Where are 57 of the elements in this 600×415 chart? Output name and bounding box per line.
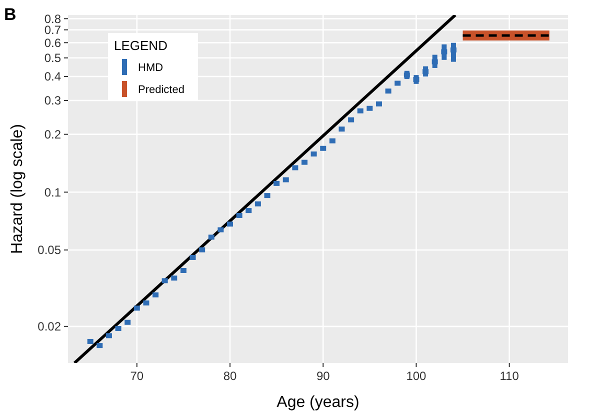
y-tick-label: 0.8 [44,12,62,26]
point [338,126,345,132]
point [329,138,336,144]
point [106,333,112,338]
point [302,160,308,165]
point [264,193,270,198]
y-tick-label: 0.05 [38,243,62,258]
point [366,106,373,111]
legend-label: Predicted [138,84,184,96]
point [143,300,150,306]
point [282,177,289,182]
y-tick-label: 0.1 [44,185,62,200]
x-tick-label: 100 [406,369,427,383]
point [320,146,326,151]
chart-title: B [4,5,16,24]
x-axis-title: Age (years) [276,394,360,411]
legend-title: LEGEND [114,38,168,53]
point [227,222,234,227]
point [171,276,178,281]
point [357,108,364,114]
point [152,292,159,298]
point [96,343,103,348]
y-tick-label: 0.2 [44,128,62,142]
point [394,80,401,86]
y-tick-label: 0.5 [44,51,62,66]
y-tick-label: 0.02 [38,320,62,334]
x-tick-label: 70 [130,369,144,383]
y-tick-label: 0.7 [44,23,62,38]
y-tick-label: 0.6 [44,36,62,50]
point [87,338,94,344]
point [376,101,382,106]
point [432,59,438,64]
y-tick-label: 0.3 [44,94,62,108]
point [199,247,206,252]
point [115,326,122,332]
legend-label: HMD [138,62,164,74]
point [310,151,317,156]
point [422,69,429,74]
point [348,117,354,122]
y-tick-label: 0.4 [44,70,62,84]
point [208,234,214,240]
point [292,165,298,170]
x-tick-label: 110 [500,369,520,383]
point [218,227,224,232]
point [274,180,280,186]
x-tick-label: 80 [223,369,238,383]
point [190,254,196,260]
point [254,201,261,206]
x-tick-label: 90 [316,369,330,383]
point [124,320,131,325]
point [236,212,242,218]
y-axis-title: Hazard (log scale) [9,124,26,254]
point [246,208,252,214]
point [162,278,168,284]
point [180,268,186,273]
point [134,306,140,311]
point [385,88,392,94]
